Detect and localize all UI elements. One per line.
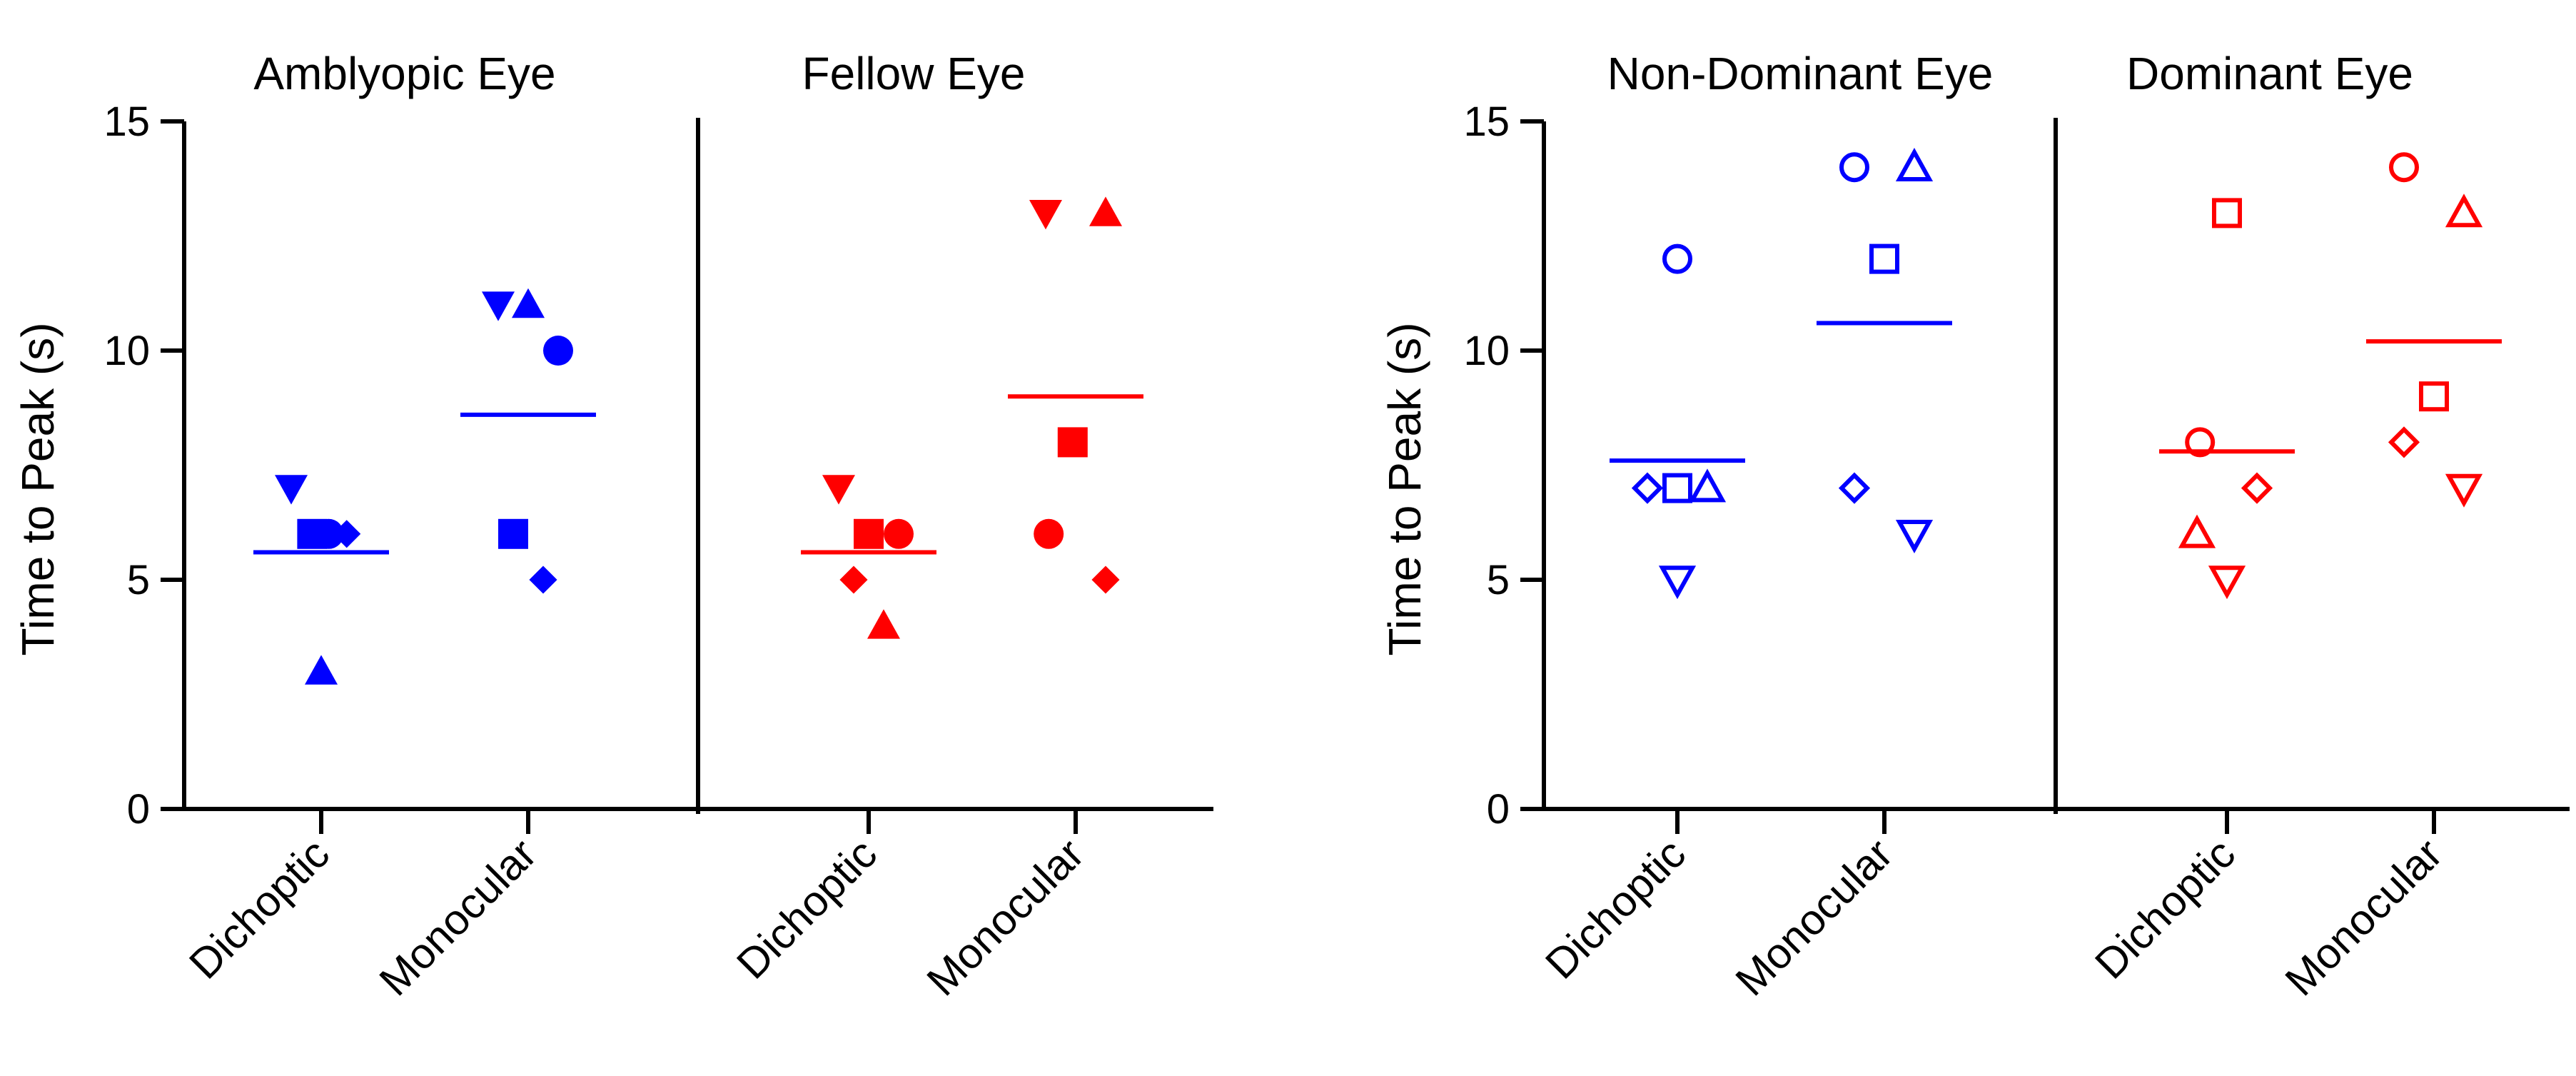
chart-left-amblyopic-dichoptic-point-triangle-up-4 (305, 655, 338, 685)
chart-right: Time to Peak (s) 0 5 10 15 Non-Dominant … (1379, 48, 2570, 1005)
chart-right-dominant-monocular-point-triangle-down-4 (2445, 473, 2483, 508)
chart-right-non-dominant-monocular-point-triangle-up-1 (1895, 148, 1934, 181)
chart-left-fellow-monocular-point-triangle-down-0 (1029, 200, 1062, 230)
chart-right-dominant-dichoptic-point-square-0 (2212, 198, 2242, 228)
chart-right-y-tick-label-0: 0 (1487, 786, 1510, 833)
chart-left-amblyopic-dichoptic-points (253, 475, 389, 685)
chart-left-amblyopic-monocular-point-triangle-down-0 (482, 291, 515, 321)
chart-left-fellow-monocular-points (1008, 196, 1143, 594)
chart-left-amblyopic-dichoptic-point-circle-2 (313, 518, 344, 549)
chart-left-x-label-amblyopic-monocular: Monocular (370, 830, 545, 1005)
chart-left-amblyopic-monocular-point-square-3 (498, 518, 528, 549)
chart-left-panel-title-amblyopic: Amblyopic Eye (253, 48, 555, 99)
chart-right-non-dominant-monocular-point-triangle-down-4 (1895, 520, 1934, 553)
chart-right-x-label-non-dominant-monocular: Monocular (1727, 830, 1901, 1005)
chart-right-non-dominant-dichoptic-point-square-2 (1662, 473, 1692, 503)
chart-left-amblyopic-dichoptic-point-triangle-down-0 (275, 475, 308, 505)
chart-right-dominant-dichoptic-point-diamond-2 (2241, 472, 2273, 504)
chart-left-amblyopic-monocular-point-circle-2 (543, 336, 573, 366)
chart-right-y-tick-label-10: 10 (1463, 328, 1510, 374)
chart-right-non-dominant-dichoptic-point-triangle-down-4 (1658, 565, 1697, 600)
chart-right-dominant-monocular-points (2366, 152, 2502, 508)
chart-right-dominant-dichoptic-point-triangle-down-4 (2208, 565, 2246, 600)
chart-right-panel-title-non-dominant: Non-Dominant Eye (1607, 48, 1994, 99)
chart-left-fellow-dichoptic-point-circle-2 (884, 518, 914, 549)
chart-left-amblyopic-dichoptic-point-diamond-3 (333, 520, 361, 548)
chart-left-fellow-dichoptic-point-triangle-down-0 (822, 475, 855, 505)
chart-left-x-label-fellow-monocular: Monocular (918, 830, 1093, 1005)
chart-right-dominant-dichoptic-points (2159, 198, 2295, 600)
chart-right-non-dominant-monocular-point-diamond-3 (1838, 472, 1871, 504)
chart-right-non-dominant-dichoptic-points (1610, 243, 1745, 600)
chart-right-x-label-dominant-monocular: Monocular (2276, 830, 2451, 1005)
chart-right-dominant-dichoptic-point-circle-1 (2185, 427, 2216, 458)
chart-left-amblyopic-monocular-point-triangle-up-1 (512, 288, 545, 318)
chart-right-non-dominant-dichoptic-point-circle-0 (1662, 243, 1692, 274)
chart-left-fellow-dichoptic-point-triangle-up-4 (867, 609, 900, 639)
chart-left-amblyopic-monocular-point-diamond-4 (529, 565, 557, 594)
chart-left-x-label-fellow-dichoptic: Dichoptic (727, 830, 886, 988)
chart-right-x-label-non-dominant-dichoptic: Dichoptic (1536, 830, 1694, 988)
chart-right-y-axis-title: Time to Peak (s) (1379, 322, 1430, 655)
chart-right-y-tick-label-15: 15 (1463, 99, 1510, 145)
chart-left-fellow-monocular-point-triangle-up-1 (1089, 196, 1122, 226)
chart-left-fellow-dichoptic-points (801, 475, 936, 639)
chart-right-dominant-monocular-point-square-2 (2419, 381, 2449, 412)
chart-left-y-tick-label-15: 15 (103, 99, 150, 145)
chart-right-panel-title-dominant: Dominant Eye (2126, 48, 2413, 99)
chart-left-y-tick-label-5: 5 (127, 557, 150, 603)
chart-right-non-dominant-dichoptic-point-triangle-up-3 (1688, 468, 1727, 503)
chart-right-y-tick-label-5: 5 (1487, 557, 1510, 603)
chart-left-y-tick-label-0: 0 (127, 786, 150, 833)
chart-right-non-dominant-monocular-points (1817, 148, 1952, 553)
chart-left-x-label-amblyopic-dichoptic: Dichoptic (180, 830, 338, 988)
chart-left-panel-title-fellow: Fellow Eye (802, 48, 1026, 99)
chart-right-dominant-dichoptic-point-triangle-up-3 (2178, 514, 2216, 548)
chart-right-dominant-monocular-point-diamond-3 (2388, 426, 2420, 458)
chart-left-fellow-monocular-point-square-2 (1057, 427, 1088, 458)
chart-left-fellow-dichoptic-point-square-1 (854, 518, 884, 549)
chart-right-non-dominant-monocular-point-circle-0 (1839, 152, 1869, 183)
chart-left-y-tick-label-10: 10 (103, 328, 150, 374)
chart-right-x-label-dominant-dichoptic: Dichoptic (2086, 830, 2244, 988)
chart-right-non-dominant-monocular-point-square-2 (1869, 243, 1899, 274)
chart-left: Time to Peak (s) 0 5 10 15 Amblyopic Eye… (12, 48, 1213, 1005)
chart-left-fellow-dichoptic-point-diamond-3 (839, 565, 868, 594)
chart-left-amblyopic-monocular-points (460, 288, 596, 594)
chart-left-y-axis-title: Time to Peak (s) (12, 322, 64, 655)
chart-right-dominant-monocular-point-circle-0 (2389, 152, 2419, 183)
chart-left-fellow-monocular-point-diamond-4 (1091, 565, 1120, 594)
chart-left-fellow-monocular-point-circle-3 (1034, 518, 1064, 549)
chart-right-non-dominant-dichoptic-point-diamond-1 (1631, 472, 1664, 504)
chart-right-dominant-monocular-point-triangle-up-1 (2445, 193, 2483, 228)
